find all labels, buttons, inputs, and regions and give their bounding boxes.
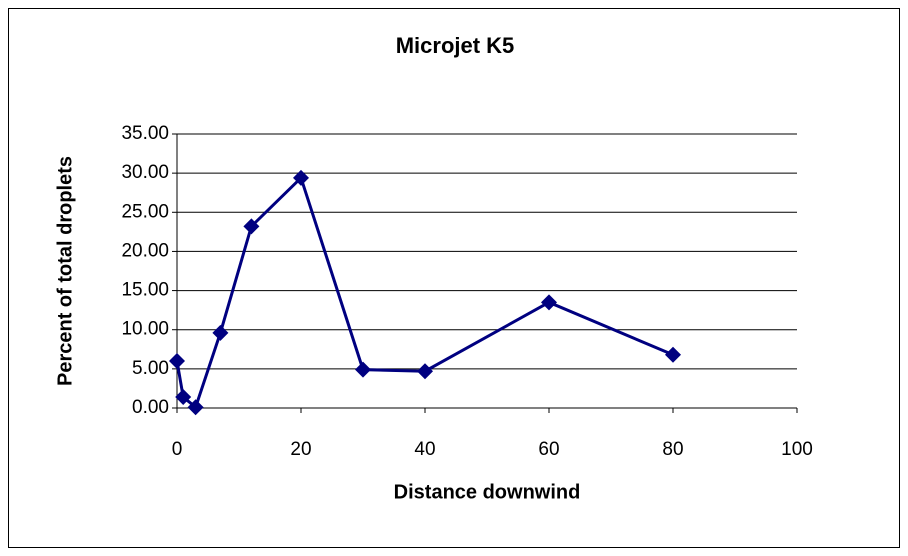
x-tick-label: 0 <box>172 439 183 460</box>
marker <box>417 363 433 380</box>
y-tick-label: 15.00 <box>121 280 169 301</box>
y-axis-label: Percent of total droplets <box>54 156 76 386</box>
x-tick-label: 40 <box>414 439 435 460</box>
chart-title: Microjet K5 <box>396 33 515 58</box>
marker <box>187 399 204 416</box>
marker <box>175 389 192 406</box>
y-tick-label: 20.00 <box>121 240 169 261</box>
x-tick-label: 100 <box>781 439 813 460</box>
y-tick-label: 35.00 <box>121 123 169 144</box>
y-tick-label: 5.00 <box>132 358 169 379</box>
y-tick-label: 10.00 <box>121 319 169 340</box>
marker <box>169 353 185 370</box>
x-axis-label: Distance downwind <box>394 481 581 503</box>
marker <box>355 361 371 378</box>
x-tick-label: 80 <box>662 439 683 460</box>
marker <box>212 324 229 341</box>
marker <box>665 346 681 363</box>
line <box>175 175 674 410</box>
x-tick-label: 60 <box>538 439 559 460</box>
marker <box>243 218 260 235</box>
marker <box>293 169 309 186</box>
marker <box>541 294 557 311</box>
x-tick-label: 20 <box>290 439 311 460</box>
y-tick-label: 25.00 <box>121 201 169 222</box>
chart-border <box>8 8 900 548</box>
y-tick-label: 0.00 <box>132 397 169 418</box>
y-tick-label: 30.00 <box>121 162 169 183</box>
